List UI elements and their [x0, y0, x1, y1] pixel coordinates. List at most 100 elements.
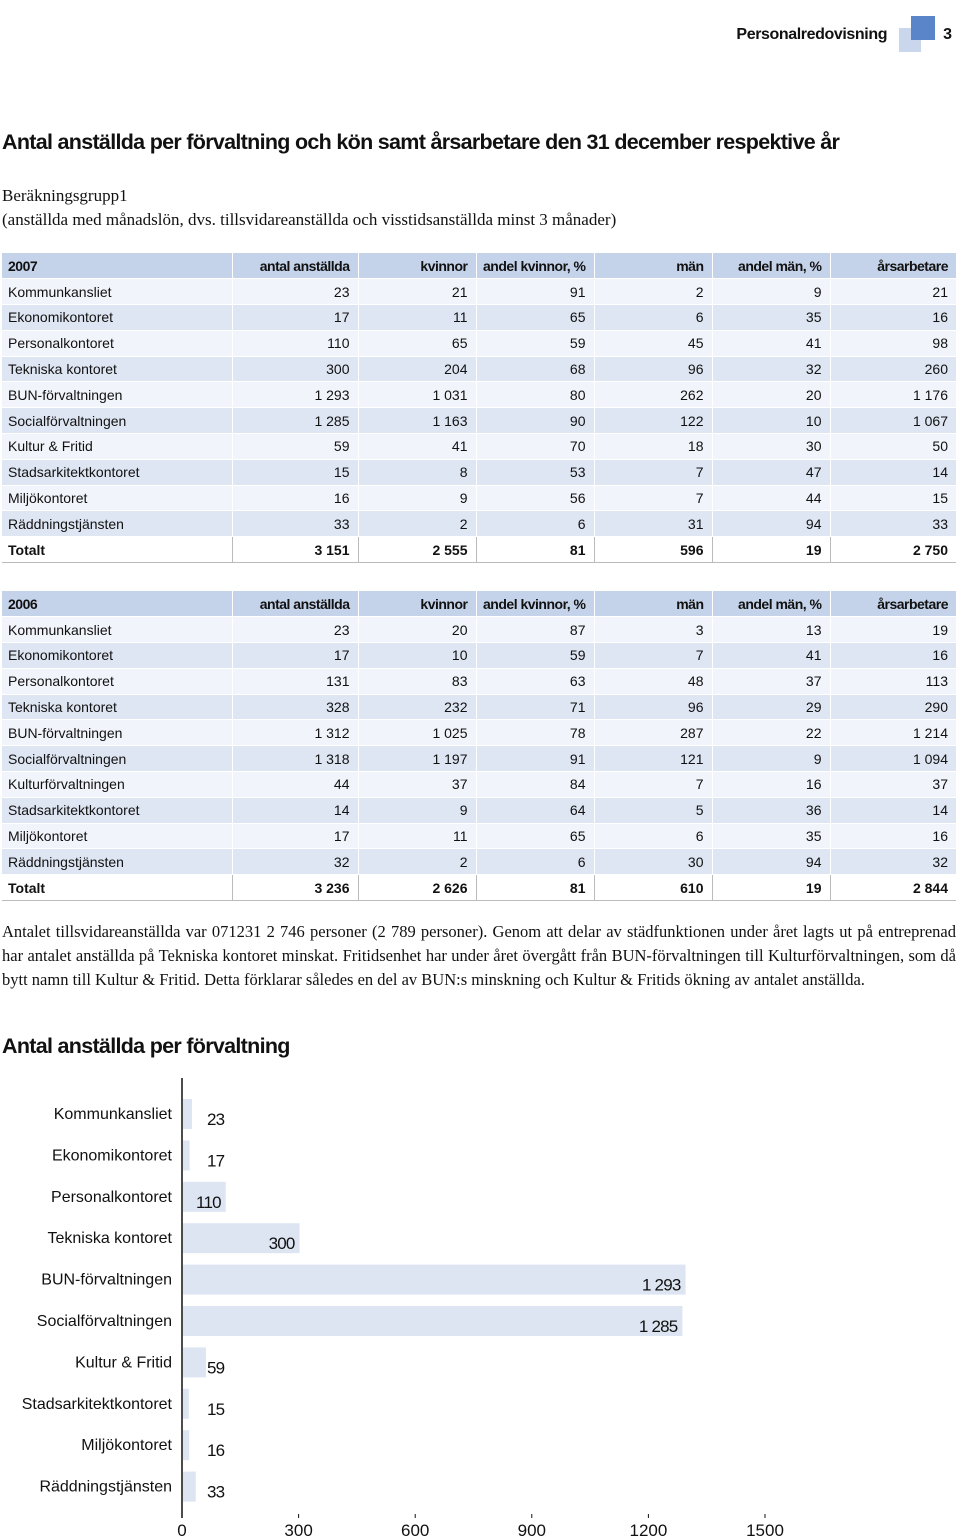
- table-cell: 262: [593, 381, 712, 409]
- table-cell: årsarbetare: [829, 591, 956, 618]
- table-cell: 260: [829, 356, 956, 383]
- table-cell: Tekniska kontoret: [2, 694, 232, 721]
- data-label: 1 293: [642, 1276, 681, 1295]
- table-cell: 16: [829, 642, 956, 669]
- table-cell: 1 031: [357, 381, 476, 409]
- table-row: Kultur & Fritid 59 41 70 18 30 50: [2, 433, 956, 460]
- table-cell: 30: [711, 433, 830, 460]
- data-label: 23: [207, 1110, 225, 1129]
- table-cell: 9: [711, 745, 830, 773]
- table-cell: kvinnor: [357, 591, 476, 618]
- bar: [183, 1347, 206, 1378]
- table-cell: 35: [711, 304, 830, 331]
- table-cell: andel kvinnor, %: [475, 253, 594, 280]
- table-cell: Stadsarkitektkontoret: [2, 459, 232, 486]
- table-cell: Personalkontoret: [2, 668, 232, 695]
- table-cell: 63: [475, 668, 594, 695]
- bar: [183, 1140, 190, 1171]
- table-cell: 23: [231, 278, 358, 306]
- table-cell: 32: [231, 848, 358, 876]
- table-cell: 80: [475, 381, 594, 409]
- table-cell: 15: [829, 485, 956, 512]
- bar: [183, 1264, 686, 1295]
- table-cell: 65: [475, 304, 594, 331]
- table-cell: 2 750: [829, 536, 956, 564]
- table-cell: 23: [231, 616, 358, 644]
- table-cell: 2 844: [829, 874, 956, 902]
- table-cell: 1 293: [231, 381, 358, 409]
- table-cell: 300: [231, 356, 358, 383]
- table-cell: 21: [357, 278, 476, 306]
- table-cell: 22: [711, 719, 830, 747]
- table-cell: 1 094: [829, 745, 956, 773]
- table-row: Personalkontoret 131 83 63 48 37 113: [2, 668, 956, 695]
- table-cell: Räddningstjänsten: [2, 510, 232, 538]
- x-tick-label: 900: [518, 1521, 546, 1538]
- table-2007: 2007 antal anställda kvinnor andel kvinnor,…: [2, 253, 956, 564]
- table-cell: 121: [593, 745, 712, 773]
- table-cell: 56: [475, 485, 594, 512]
- table-cell: män: [593, 253, 712, 280]
- table-cell: 10: [711, 407, 830, 435]
- table-cell: 5: [593, 797, 712, 824]
- x-tick-label: 300: [284, 1521, 312, 1538]
- table-cell: 50: [829, 433, 956, 460]
- table-cell: 18: [593, 433, 712, 460]
- section-name: Personalredovisning: [736, 26, 888, 43]
- table-row: BUN-förvaltningen 1 293 1 031 80 262 20 1 176: [2, 381, 956, 409]
- table-cell: 110: [231, 330, 358, 357]
- table-cell: 2: [357, 510, 476, 538]
- table-cell: 94: [711, 848, 830, 876]
- table-cell: 96: [593, 694, 712, 721]
- category-label: Stadsarkitektkontoret: [22, 1396, 173, 1413]
- table-cell: 1 067: [829, 407, 956, 435]
- table-row: Miljökontoret 17 11 65 6 35 16: [2, 823, 956, 850]
- subtitle-line-2: (anställda med månadslön, dvs. tillsvida…: [2, 210, 617, 229]
- table-cell: 122: [593, 407, 712, 435]
- table-cell: 29: [711, 694, 830, 721]
- table-cell: Miljökontoret: [2, 485, 232, 512]
- table-cell: 81: [475, 874, 594, 902]
- table-cell: kvinnor: [357, 253, 476, 280]
- table-cell: årsarbetare: [829, 253, 956, 280]
- table-cell: 2: [593, 278, 712, 306]
- category-label: Tekniska kontoret: [47, 1230, 172, 1247]
- table-cell: 610: [593, 874, 712, 902]
- table-cell: 3 236: [231, 874, 358, 902]
- table-cell: 87: [475, 616, 594, 644]
- table-cell: 94: [711, 510, 830, 538]
- table-cell: Stadsarkitektkontoret: [2, 797, 232, 824]
- category-label: Kommunkansliet: [54, 1106, 173, 1123]
- table-total-row: Totalt 3 151 2 555 81 596 19 2 750: [2, 536, 956, 564]
- chart-title: Antal anställda per förvaltning: [2, 1034, 290, 1058]
- table-cell: 9: [357, 797, 476, 824]
- table-cell: 14: [231, 797, 358, 824]
- table-cell: 65: [357, 330, 476, 357]
- table-cell: 16: [829, 823, 956, 850]
- table-row: Kulturförvaltningen 44 37 84 7 16 37: [2, 771, 956, 798]
- table-row: Stadsarkitektkontoret 14 9 64 5 36 14: [2, 797, 956, 824]
- table-cell: Socialförvaltningen: [2, 745, 232, 773]
- table-cell: Kulturförvaltningen: [2, 771, 232, 798]
- body-paragraph: Antalet tillsvidareanställda var 071231 …: [2, 922, 956, 989]
- table-row: Kommunkansliet 23 21 91 2 9 21: [2, 278, 956, 306]
- table-cell: 6: [593, 304, 712, 331]
- table-cell: 33: [231, 510, 358, 538]
- x-tick-label: 0: [177, 1521, 186, 1538]
- table-cell: 8: [357, 459, 476, 486]
- data-label: 17: [207, 1151, 225, 1170]
- table-cell: Ekonomikontoret: [2, 642, 232, 669]
- table-cell: 13: [711, 616, 830, 644]
- table-cell: 328: [231, 694, 358, 721]
- table-cell: Kommunkansliet: [2, 278, 232, 306]
- table-row: BUN-förvaltningen 1 312 1 025 78 287 22 1 214: [2, 719, 956, 747]
- table-cell: antal anställda: [231, 253, 358, 280]
- table-cell: 37: [711, 668, 830, 695]
- table-cell: 14: [829, 797, 956, 824]
- table-row: Tekniska kontoret 328 232 71 96 29 290: [2, 694, 956, 721]
- bar: [183, 1306, 683, 1336]
- table-cell: 78: [475, 719, 594, 747]
- table-cell: 290: [829, 694, 956, 721]
- table-cell: 19: [711, 536, 830, 564]
- table-cell: 1 176: [829, 381, 956, 409]
